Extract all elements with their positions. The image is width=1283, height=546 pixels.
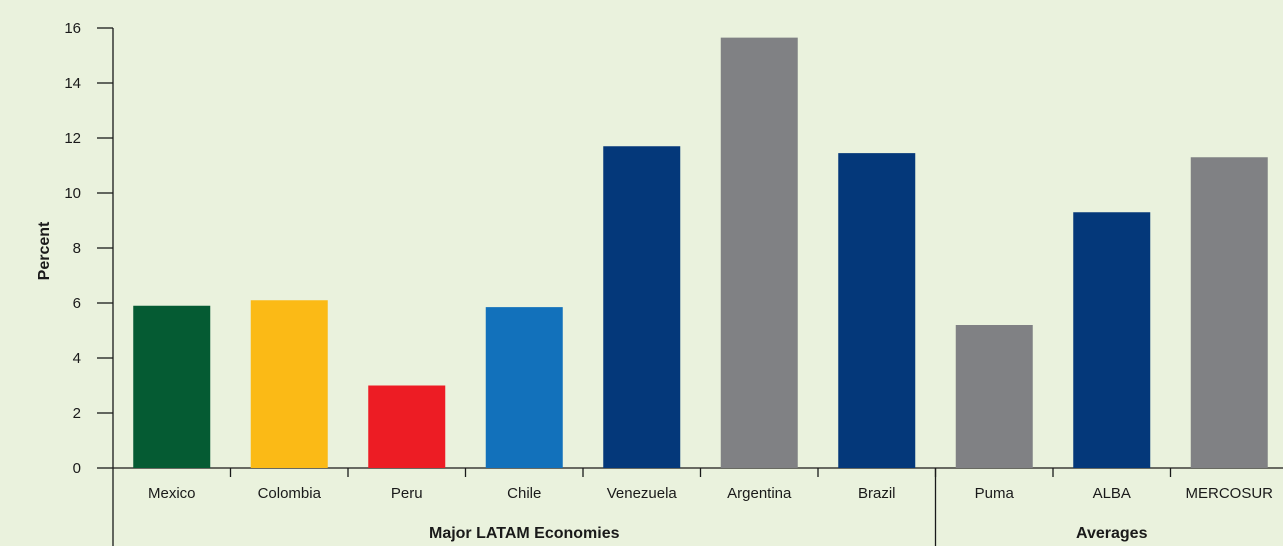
category-label: Brazil bbox=[858, 485, 896, 502]
bar-puma bbox=[955, 325, 1033, 468]
bar-alba bbox=[1073, 212, 1151, 468]
category-label: ALBA bbox=[1093, 485, 1131, 502]
y-tick-label: 0 bbox=[73, 460, 81, 477]
bar-mexico bbox=[133, 305, 211, 468]
group-labels: Major LATAM Economies Averages bbox=[429, 525, 1148, 542]
y-tick-label: 16 bbox=[64, 20, 81, 37]
category-label: Mexico bbox=[148, 485, 196, 502]
y-tick-label: 6 bbox=[73, 295, 81, 312]
bar-mercosur bbox=[1190, 157, 1268, 468]
y-tick-label: 2 bbox=[73, 405, 81, 422]
bars bbox=[133, 37, 1268, 468]
group-label: Major LATAM Economies bbox=[429, 525, 620, 542]
category-label: MERCOSUR bbox=[1185, 485, 1273, 502]
y-tick-label: 4 bbox=[73, 350, 81, 367]
y-axis: 0 2 4 6 8 10 12 14 16 bbox=[64, 20, 114, 477]
group-label: Averages bbox=[1076, 525, 1148, 542]
y-tick-label: 12 bbox=[64, 130, 81, 147]
bar-colombia bbox=[250, 300, 328, 468]
category-labels: Mexico Colombia Peru Chile Venezuela Argentin… bbox=[148, 485, 1273, 502]
y-tick-label: 10 bbox=[64, 185, 81, 202]
category-label: Venezuela bbox=[607, 485, 678, 502]
bar-argentina bbox=[720, 37, 798, 468]
bar-chile bbox=[485, 307, 563, 468]
category-label: Peru bbox=[391, 485, 423, 502]
y-tick-label: 14 bbox=[64, 75, 81, 92]
category-label: Chile bbox=[507, 485, 541, 502]
bar-peru bbox=[368, 385, 446, 468]
category-label: Argentina bbox=[727, 485, 792, 502]
bar-brazil bbox=[838, 153, 916, 468]
category-label: Puma bbox=[975, 485, 1015, 502]
bar-venezuela bbox=[603, 146, 681, 468]
category-label: Colombia bbox=[258, 485, 322, 502]
y-tick-label: 8 bbox=[73, 240, 81, 257]
y-axis-title: Percent bbox=[36, 221, 53, 280]
